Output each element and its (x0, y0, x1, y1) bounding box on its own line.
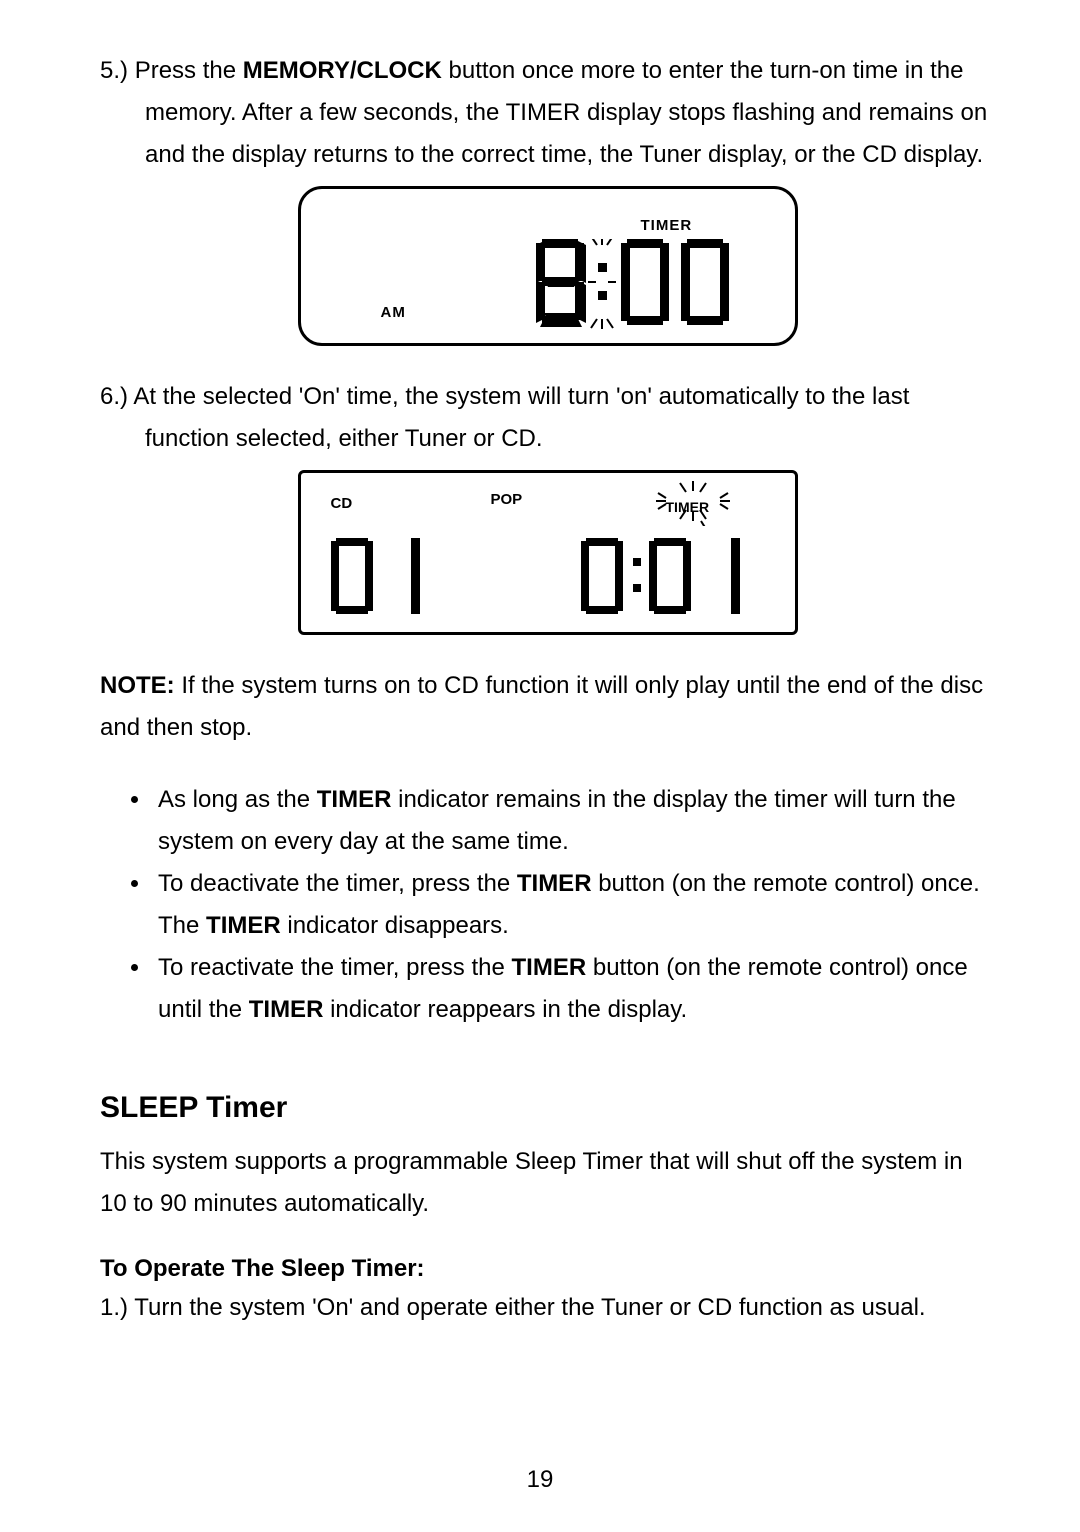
bullet-text: indicator reappears in the display. (323, 996, 687, 1023)
am-indicator-label: AM (381, 304, 406, 321)
timer-bold: TIMER (249, 996, 324, 1023)
manual-page: 5.) Press the MEMORY/CLOCK button once m… (0, 0, 1080, 1367)
bullet-text: To reactivate the timer, press the (158, 954, 512, 981)
sleep-timer-heading: SLEEP Timer (100, 1091, 995, 1125)
sleep-step-1: 1.) Turn the system 'On' and operate eit… (100, 1287, 995, 1329)
timer-bold: TIMER (517, 870, 592, 897)
bullet-text: indicator disappears. (281, 912, 509, 939)
timer-bold: TIMER (317, 786, 392, 813)
seven-segment-time (536, 239, 761, 334)
step-number: 6.) (100, 383, 128, 410)
seven-segment-elapsed (581, 538, 781, 623)
step-number: 5.) (100, 57, 128, 84)
lcd-display-timer-set: TIMER AM (298, 186, 798, 346)
seven-segment-track (331, 538, 451, 623)
lcd-display-cd-playing: CD POP TIMER (298, 470, 798, 635)
pop-indicator-label: POP (491, 491, 523, 508)
bullet-text: To deactivate the timer, press the (158, 870, 517, 897)
bullet-text: As long as the (158, 786, 317, 813)
list-item: To reactivate the timer, press the TIMER… (152, 947, 995, 1031)
operate-sleep-subheading: To Operate The Sleep Timer: (100, 1255, 995, 1283)
note-text: If the system turns on to CD function it… (100, 672, 983, 741)
memory-clock-label: MEMORY/CLOCK (243, 57, 442, 84)
step-6-paragraph: 6.) At the selected 'On' time, the syste… (100, 376, 995, 460)
timer-bold: TIMER (512, 954, 587, 981)
note-label: NOTE: (100, 672, 175, 699)
timer-bold: TIMER (206, 912, 281, 939)
page-number: 19 (0, 1466, 1080, 1494)
cd-indicator-label: CD (331, 495, 353, 512)
sleep-intro-paragraph: This system supports a programmable Slee… (100, 1141, 995, 1225)
step-5-text-a: Press the (135, 57, 243, 84)
timer-indicator-label: TIMER (641, 217, 693, 234)
step-5-paragraph: 5.) Press the MEMORY/CLOCK button once m… (100, 50, 995, 176)
note-paragraph: NOTE: If the system turns on to CD funct… (100, 665, 995, 749)
timer-notes-list: As long as the TIMER indicator remains i… (100, 779, 995, 1031)
timer-indicator-label: TIMER (666, 499, 710, 515)
list-item: To deactivate the timer, press the TIMER… (152, 863, 995, 947)
step-6-text: At the selected 'On' time, the system wi… (133, 383, 909, 452)
list-item: As long as the TIMER indicator remains i… (152, 779, 995, 863)
